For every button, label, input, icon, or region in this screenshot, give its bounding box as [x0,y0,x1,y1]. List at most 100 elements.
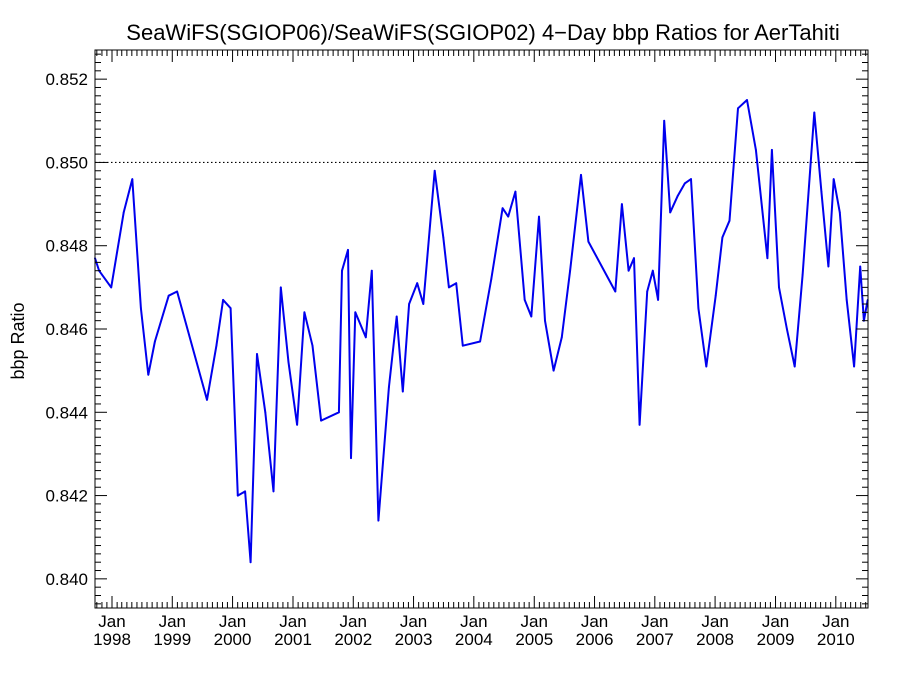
data-point [621,203,623,206]
data-point [501,207,504,210]
data-point [705,365,708,368]
data-point [287,361,290,364]
x-tick-year-label: 2002 [334,630,372,649]
x-tick-year-label: 2003 [395,630,433,649]
data-point [422,303,425,305]
data-point [755,149,757,151]
data-point [721,236,724,239]
x-tick-year-label: 2009 [757,630,795,649]
data-point [341,269,343,272]
data-point [140,307,142,310]
x-tick-month-label: Jan [521,612,548,631]
data-point [377,519,380,522]
data-point [354,311,357,314]
data-point [279,286,282,289]
data-point [832,178,835,181]
x-tick-month-label: Jan [159,612,186,631]
data-point [697,307,700,310]
data-point [569,269,571,272]
x-tick-month-label: Jan [98,612,125,631]
y-tick-label: 0.840 [45,570,88,589]
data-point [215,344,218,347]
y-tick-label: 0.852 [45,70,88,89]
x-tick-year-label: 2006 [576,630,614,649]
data-point [801,274,804,276]
y-tick-label: 0.842 [45,487,88,506]
data-point [264,411,267,414]
data-point [110,286,113,289]
y-axis-label: bbp Ratio [8,302,28,379]
data-point [820,190,823,193]
data-point [746,99,748,101]
x-tick-year-label: 1999 [153,630,191,649]
data-point [401,390,404,393]
data-point [676,194,679,197]
x-tick-year-label: 2008 [696,630,734,649]
data-point [793,365,796,368]
data-point [167,294,170,297]
data-point [786,328,788,330]
series-layer [94,99,869,564]
data-point [272,490,275,493]
x-tick-month-label: Jan [822,612,849,631]
data-point [813,111,816,114]
x-tick-month-label: Jan [701,612,728,631]
data-point [728,219,731,222]
data-point [147,373,150,376]
data-point [176,290,179,293]
data-point [684,182,686,185]
data-point [651,269,654,272]
data-point [350,457,352,459]
x-tick-year-label: 2001 [274,630,312,649]
data-point [229,307,232,310]
data-point [838,211,841,214]
x-tick-month-label: Jan [762,612,789,631]
data-point [530,315,533,318]
axes-layer: 0.8400.8420.8440.8460.8480.8500.852Jan19… [45,50,868,649]
data-point [131,178,134,181]
data-point [638,423,641,426]
data-point [479,340,481,343]
data-point [448,286,450,289]
x-tick-month-label: Jan [641,612,668,631]
data-point [154,340,156,343]
data-point [771,149,773,151]
data-point [690,178,692,181]
chart-title: SeaWiFS(SGIOP06)/SeaWiFS(SGIOP02) 4−Day … [126,20,839,45]
plot-frame [94,49,869,609]
data-point [714,294,717,297]
data-point [244,490,247,493]
data-point [859,265,862,268]
data-point [766,257,769,260]
data-point [853,365,855,368]
data-point [669,211,672,214]
series-line [94,99,869,564]
y-tick-label: 0.846 [45,320,88,339]
x-tick-month-label: Jan [581,612,608,631]
data-point [364,336,367,339]
x-tick-year-label: 2000 [214,630,252,649]
data-point [538,215,540,218]
data-point [461,344,464,347]
data-point [249,561,252,564]
y-tick-label: 0.844 [45,403,88,422]
x-tick-year-label: 2007 [636,630,674,649]
data-point [206,398,208,401]
y-tick-label: 0.848 [45,237,88,256]
data-point [646,290,649,293]
x-tick-month-label: Jan [219,612,246,631]
data-point [416,282,419,285]
data-point [311,344,314,347]
data-point [122,211,125,214]
data-point [347,249,349,251]
data-point [633,257,635,260]
x-tick-month-label: Jan [460,612,487,631]
x-tick-month-label: Jan [400,612,427,631]
data-point [222,299,225,301]
data-point [296,423,298,426]
data-point [627,269,630,272]
data-point [388,386,390,389]
data-point [514,190,517,193]
data-point [657,299,659,301]
